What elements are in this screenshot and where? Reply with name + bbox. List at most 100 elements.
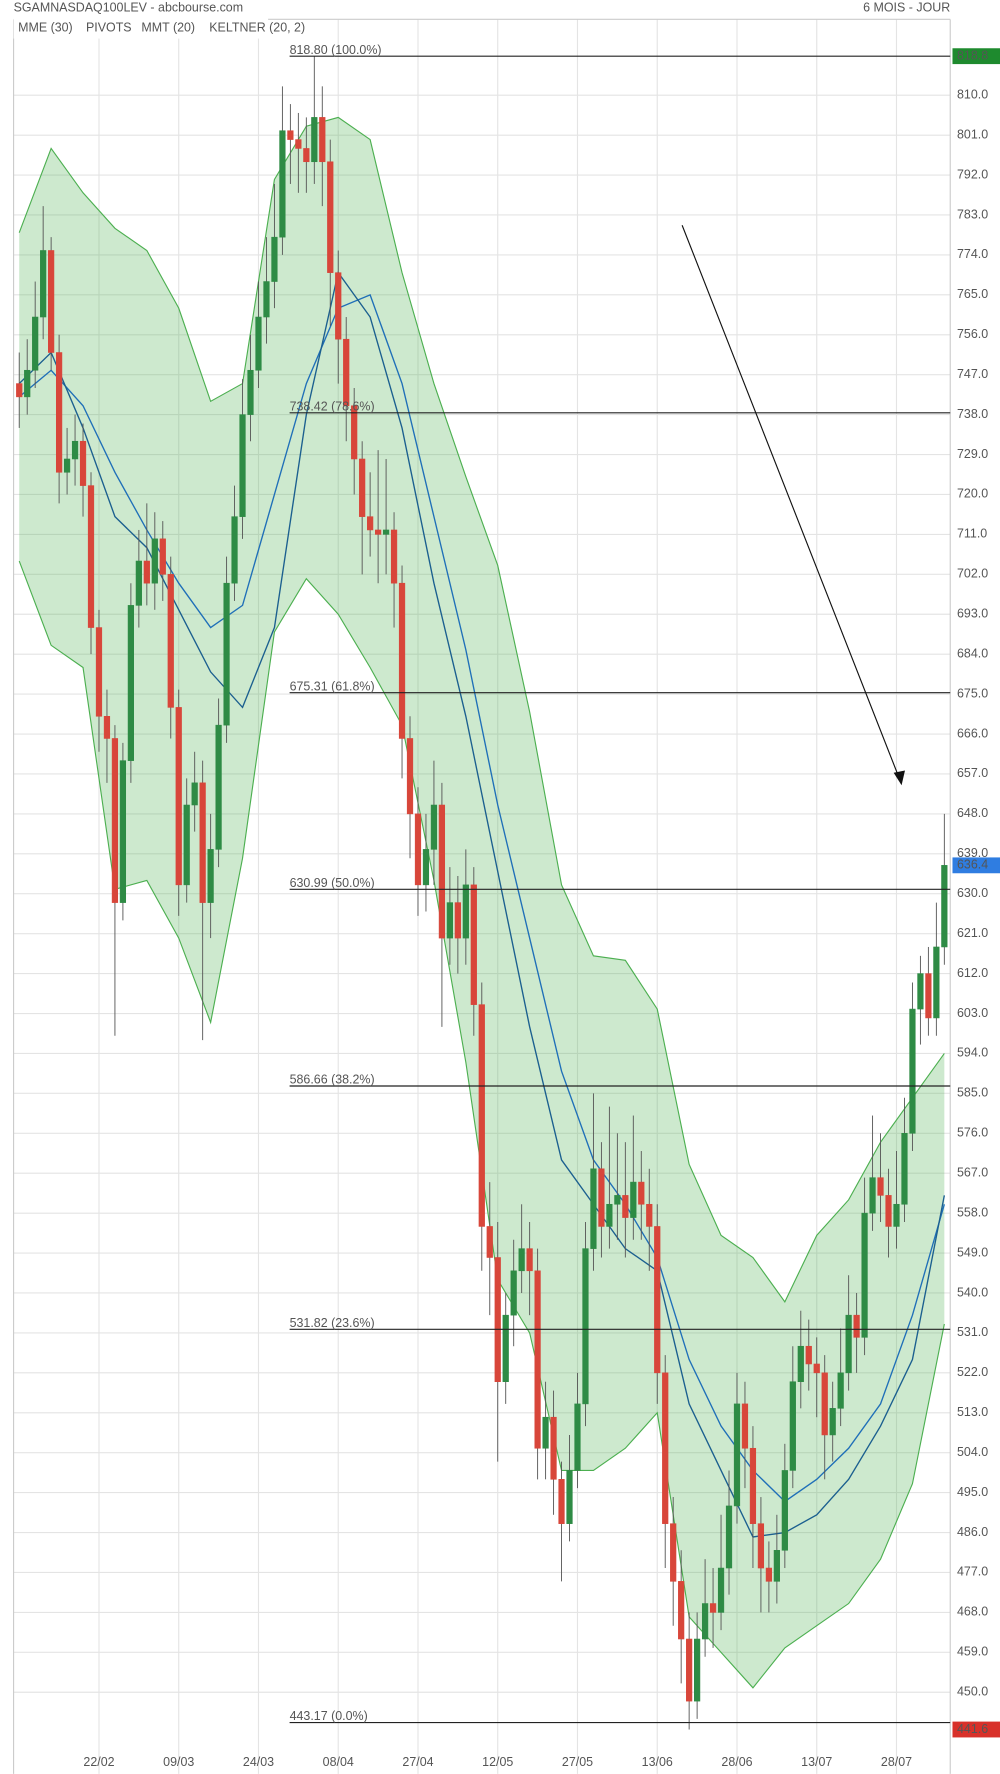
candle-body — [470, 884, 477, 1005]
candle-body — [686, 1638, 693, 1702]
y-tick-label: 522.0 — [957, 1365, 988, 1379]
x-tick-label: 09/03 — [163, 1755, 194, 1769]
candle-body — [327, 161, 334, 273]
y-tick-label: 603.0 — [957, 1006, 988, 1020]
legend-item: MMT (20) — [141, 21, 195, 35]
candle-body — [382, 529, 390, 535]
y-tick-label: 567.0 — [957, 1165, 988, 1179]
pivot-label: 531.82 (23.6%) — [290, 1316, 375, 1330]
candle-body — [749, 1447, 757, 1524]
y-tick-label: 648.0 — [957, 806, 988, 820]
candle-body — [725, 1505, 733, 1569]
candle-body — [167, 574, 174, 708]
x-tick-label: 13/07 — [801, 1755, 832, 1769]
candle-body — [733, 1403, 741, 1507]
candle-body — [638, 1181, 645, 1205]
candle-body — [606, 1203, 613, 1227]
y-tick-label: 639.0 — [957, 846, 988, 860]
candle-body — [271, 236, 278, 282]
candle-body — [622, 1195, 629, 1218]
candle-body — [40, 250, 47, 318]
candle-body — [486, 1226, 493, 1258]
candle-body — [151, 538, 158, 584]
y-tick-label: 558.0 — [957, 1205, 988, 1219]
candle-body — [941, 865, 948, 948]
candle-body — [48, 250, 55, 353]
candle-body — [414, 813, 422, 886]
candle-body — [534, 1270, 541, 1449]
candle-body — [773, 1550, 780, 1582]
candle-body — [279, 130, 286, 238]
y-tick-label: 693.0 — [957, 607, 988, 621]
pivot-label: 818.80 (100.0%) — [290, 43, 382, 57]
candle-body — [239, 414, 246, 517]
candle-body — [917, 973, 924, 1010]
y-tick-label: 540.0 — [957, 1285, 988, 1299]
x-tick-label: 24/03 — [243, 1755, 274, 1769]
y-tick-label: 612.0 — [957, 966, 988, 980]
y-tick-label: 666.0 — [957, 726, 988, 740]
candle-body — [311, 117, 318, 163]
candle-body — [654, 1226, 661, 1374]
candle-body — [797, 1345, 804, 1382]
price-marker-label: 636.4 — [957, 858, 988, 872]
y-tick-label: 774.0 — [957, 247, 988, 261]
price-marker — [952, 48, 1000, 65]
x-tick-label: 28/06 — [721, 1755, 752, 1769]
annotations: MME (30) PIVOTS MMT (20) KELTNER (20, 2)… — [13, 18, 1000, 1769]
candle-body — [430, 804, 438, 850]
y-tick-label: 702.0 — [957, 567, 988, 581]
candle-body — [678, 1581, 685, 1640]
candle-body — [111, 738, 119, 903]
candle-body — [558, 1479, 565, 1524]
candle-body — [119, 760, 127, 903]
candle-body — [438, 804, 446, 939]
pivot-label: 675.31 (61.8%) — [290, 679, 375, 693]
x-tick-label: 13/06 — [642, 1755, 673, 1769]
candle-body — [717, 1567, 725, 1613]
y-tick-label: 468.0 — [957, 1605, 988, 1619]
candle-body — [877, 1177, 884, 1196]
y-tick-label: 657.0 — [957, 766, 988, 780]
x-tick-label: 27/04 — [402, 1755, 433, 1769]
y-tick-label: 630.0 — [957, 886, 988, 900]
candle-body — [390, 529, 398, 584]
candle-body — [95, 627, 103, 717]
y-tick-label: 477.0 — [957, 1565, 988, 1579]
candle-body — [406, 738, 414, 815]
candle-body — [885, 1195, 892, 1227]
candle-body — [893, 1203, 900, 1227]
y-tick-label: 621.0 — [957, 926, 988, 940]
y-tick-label: 594.0 — [957, 1046, 988, 1060]
price-marker-label: 441.6 — [957, 1722, 988, 1736]
candle-body — [191, 782, 198, 806]
y-tick-label: 729.0 — [957, 447, 988, 461]
candle-body — [247, 369, 254, 415]
pivot-label: 630.99 (50.0%) — [290, 876, 375, 890]
period: 6 MOIS - JOUR — [863, 0, 950, 14]
candle-body — [375, 529, 382, 535]
y-tick-label: 720.0 — [957, 487, 988, 501]
y-tick-label: 486.0 — [957, 1525, 988, 1539]
y-tick-label: 792.0 — [957, 167, 988, 181]
y-tick-label: 801.0 — [957, 127, 988, 141]
candle-body — [901, 1133, 908, 1205]
candle-body — [933, 946, 940, 1019]
x-tick-label: 28/07 — [881, 1755, 912, 1769]
candle-body — [630, 1181, 637, 1218]
pivot-label: 586.66 (38.2%) — [290, 1073, 375, 1087]
candle-body — [757, 1523, 765, 1569]
chart-title: SGAMNASDAQ100LEV - abcbourse.com — [14, 0, 243, 14]
candle-body — [335, 272, 342, 340]
y-tick-label: 549.0 — [957, 1245, 988, 1259]
price-marker-label: 818.8 — [957, 48, 988, 62]
band-fill — [19, 117, 945, 1688]
x-tick-label: 27/05 — [562, 1755, 593, 1769]
y-tick-label: 450.0 — [957, 1685, 988, 1699]
candle-body — [590, 1168, 597, 1249]
candle-body — [518, 1248, 525, 1272]
x-tick-label: 08/04 — [323, 1755, 354, 1769]
candle-body — [789, 1381, 796, 1471]
